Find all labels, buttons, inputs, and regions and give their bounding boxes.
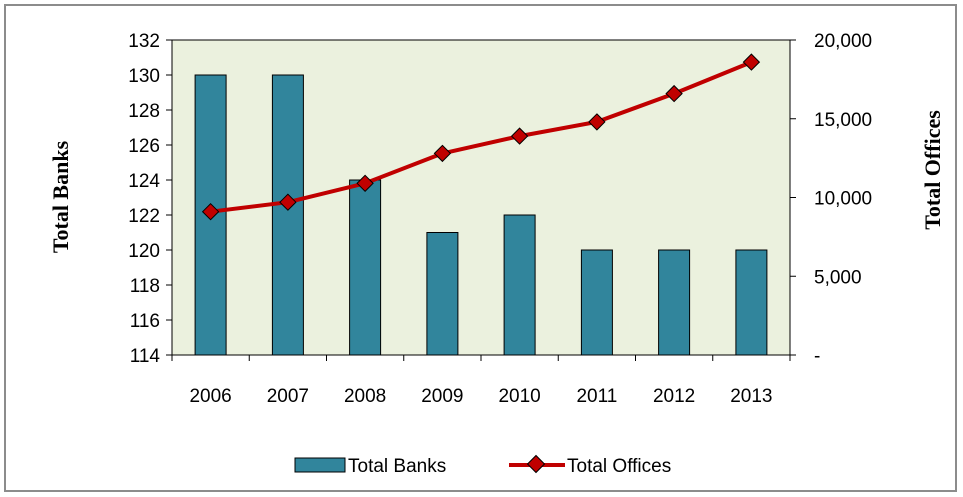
left-tick-label: 130 — [128, 66, 160, 87]
legend-label-total-banks: Total Banks — [348, 456, 446, 477]
right-tick-label: - — [814, 346, 820, 367]
bar-total-banks-2012 — [658, 249, 691, 356]
bar-total-banks-2010 — [503, 214, 536, 356]
x-tick-label: 2012 — [653, 386, 695, 407]
x-tick-label: 2011 — [576, 386, 617, 407]
right-axis-title: Total Offices — [920, 110, 945, 230]
marker-total-offices-2009 — [433, 144, 452, 163]
left-tick-label: 122 — [128, 206, 160, 227]
left-tick-label: 126 — [128, 136, 160, 157]
x-tick-label: 2007 — [267, 386, 309, 407]
plot-area — [171, 39, 791, 356]
left-tick-label: 116 — [130, 311, 160, 332]
bar-series — [194, 74, 768, 356]
legend-diamond-marker — [526, 454, 546, 474]
right-tick-label: 10,000 — [814, 189, 872, 210]
legend-bar-swatch — [294, 457, 346, 473]
bar-total-banks-2013 — [735, 249, 768, 356]
right-tick-label: 5,000 — [814, 267, 862, 288]
x-tick-label: 2008 — [344, 386, 386, 407]
left-axis: 114 116 118 120 122 124 126 128 130 132 — [128, 31, 172, 367]
bar-total-banks-2011 — [580, 249, 613, 356]
marker-total-offices-2010 — [510, 127, 529, 145]
right-tick-label: 20,000 — [814, 31, 872, 52]
x-tick-label: 2006 — [189, 386, 231, 407]
marker-total-offices-2008 — [356, 174, 374, 193]
x-axis: 2006 2007 2008 2009 2010 2011 2012 2013 — [171, 355, 791, 407]
left-axis-title: Total Banks — [48, 140, 73, 253]
x-tick-label: 2013 — [730, 386, 772, 407]
legend-label-total-offices: Total Offices — [567, 456, 671, 477]
left-tick-label: 114 — [130, 346, 161, 367]
x-tick-label: 2009 — [421, 386, 463, 407]
line-series — [201, 53, 761, 221]
bar-total-banks-2007 — [271, 74, 304, 356]
left-tick-label: 128 — [128, 101, 160, 122]
bar-total-banks-2008 — [349, 179, 382, 356]
left-tick-label: 132 — [128, 31, 160, 52]
left-tick-label: 118 — [130, 276, 160, 297]
right-axis: - 5,000 10,000 15,000 20,000 — [790, 31, 872, 367]
marker-total-offices-2011 — [588, 113, 606, 131]
marker-total-offices-2007 — [279, 193, 297, 211]
bar-total-banks-2009 — [426, 232, 459, 356]
right-tick-label: 15,000 — [814, 110, 872, 131]
marker-total-offices-2013 — [742, 53, 761, 71]
line-total-offices — [210, 60, 753, 214]
legend: Total Banks Total Offices — [294, 454, 671, 477]
marker-total-offices-2006 — [201, 202, 220, 221]
left-tick-label: 124 — [128, 171, 160, 192]
x-tick-label: 2010 — [498, 386, 540, 407]
left-tick-label: 120 — [128, 241, 160, 262]
marker-total-offices-2012 — [665, 84, 683, 103]
